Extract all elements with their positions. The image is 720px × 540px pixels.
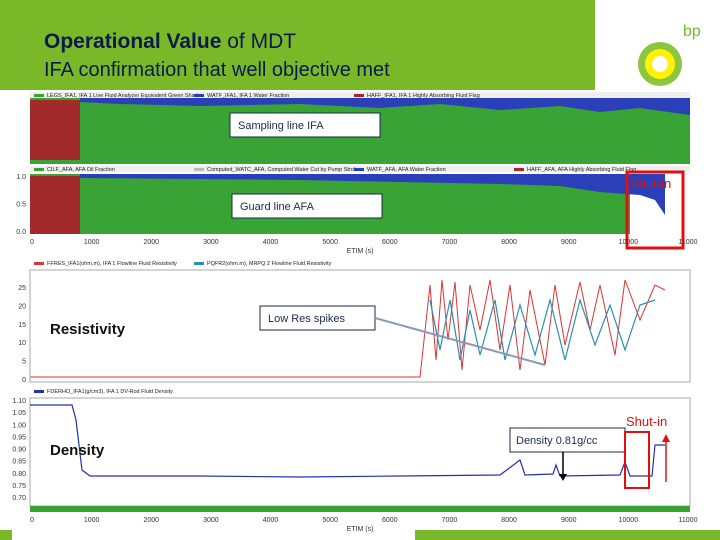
plot-fill: [30, 506, 690, 512]
y-tick-label: 10: [18, 340, 26, 347]
y-tick-label: 0.75: [12, 483, 26, 490]
y-tick-label: 0: [22, 377, 26, 384]
plot-fill: [80, 174, 665, 215]
legend-entry: WATF_IFA1, IFA 1 Water Fraction: [207, 93, 289, 99]
legend-swatch: [354, 94, 364, 97]
footer-bar: [415, 530, 720, 540]
legend-swatch: [354, 168, 364, 171]
y-tick-label: 0.70: [12, 495, 26, 502]
x-tick-label: 11000: [679, 239, 698, 246]
panel-label: Density: [50, 442, 105, 459]
x-tick-label: 4000: [263, 239, 279, 246]
header-bar: [0, 0, 595, 90]
x-tick-label: 6000: [382, 239, 398, 246]
x-tick-label: 0: [30, 239, 34, 246]
x-tick-label: 1000: [84, 239, 100, 246]
y-tick-label: 1.0: [16, 174, 26, 181]
y-tick-label: 0.85: [12, 459, 26, 466]
x-tick-label: 3000: [203, 239, 219, 246]
legend-swatch: [194, 262, 204, 265]
callout-box: [231, 193, 383, 219]
y-tick-label: 1.05: [12, 410, 26, 417]
legend-entry: HAFF_AFA, AFA Highly Absorbing Fluid Fla…: [527, 167, 636, 173]
x-tick-label: 5000: [322, 239, 338, 246]
y-tick-label: 1.10: [12, 398, 26, 405]
shut-in-label: Shut-in: [626, 414, 667, 429]
legend-entry: CILF_AFA, AFA Oil Fraction: [47, 167, 115, 173]
x-tick-label: 2000: [143, 517, 159, 524]
x-tick-label: 4000: [263, 517, 279, 524]
title: Operational Value of MDT: [44, 30, 296, 53]
plot-fill: [30, 100, 80, 160]
legend-swatch: [194, 168, 204, 171]
callout-box: [229, 112, 381, 138]
callout: Low Res spikes: [268, 313, 346, 325]
highlight-box: [624, 431, 650, 489]
legend-entry: PQFR2(ohm.m), MRPQ 2 Flowline Fluid Resi…: [207, 261, 332, 267]
x-tick-label: 10000: [619, 239, 639, 246]
x-axis-label: ETIM (s): [347, 248, 374, 255]
legend-entry: HAFF_IFA1, IFA 1 Highly Absorbing Fluid …: [367, 93, 480, 99]
y-tick-label: 0.80: [12, 471, 26, 478]
x-tick-label: 8000: [501, 239, 517, 246]
logo: bp: [638, 23, 701, 86]
arrow-head: [559, 474, 567, 481]
plot-fill: [80, 98, 690, 115]
legend-entry: LEGS_IFA1, IFA 1 Live Fluid Analyzer Equ…: [47, 93, 201, 99]
plot-line: [30, 404, 665, 478]
y-tick-label: 0.5: [16, 202, 26, 209]
legend-swatch: [34, 262, 44, 265]
legend-swatch: [34, 168, 44, 171]
x-axis-label: ETIM (s): [347, 526, 374, 533]
y-tick-label: 5: [22, 359, 26, 366]
callout: Guard line AFA: [240, 201, 315, 213]
panel-label: Resistivity: [50, 321, 126, 338]
x-tick-label: 9000: [561, 239, 577, 246]
x-tick-label: 10000: [619, 517, 639, 524]
x-tick-label: 7000: [442, 239, 458, 246]
arrow: [374, 317, 546, 366]
shut-in-label: Shut-in: [630, 176, 671, 191]
arrow-head: [662, 434, 670, 442]
x-tick-label: 6000: [382, 517, 398, 524]
legend-swatch: [194, 94, 204, 97]
plot-fill: [30, 176, 80, 234]
y-tick-label: 15: [18, 322, 26, 329]
legend-entry: FFRES_IFA1(ohm.m), IFA 1 Flowline Fluid …: [47, 261, 177, 267]
footer-bar: [0, 530, 12, 540]
x-tick-label: 8000: [501, 517, 517, 524]
legend-swatch: [34, 94, 44, 97]
x-tick-label: 2000: [143, 239, 159, 246]
y-tick-label: 25: [18, 285, 26, 292]
x-tick-label: 9000: [561, 517, 577, 524]
y-tick-label: 0.90: [12, 447, 26, 454]
legend-entry: Computed_WATC_AFA, Computed Water Cut by…: [207, 167, 363, 173]
x-tick-label: 1000: [84, 517, 100, 524]
callout: Density 0.81g/cc: [516, 435, 598, 447]
callout: Sampling line IFA: [238, 120, 324, 132]
callout-box: [259, 305, 376, 331]
x-tick-label: 5000: [322, 517, 338, 524]
y-tick-label: 0.95: [12, 434, 26, 441]
legend-entry: WATF_AFA, AFA Water Fraction: [367, 167, 446, 173]
x-tick-label: 3000: [203, 517, 219, 524]
y-tick-label: 1.00: [12, 422, 26, 429]
legend-entry: FDERHO_IFA1(g/cm3), IFA 1 DV-Rod Fluid D…: [47, 389, 173, 395]
plot-line: [30, 279, 666, 378]
legend-swatch: [514, 168, 524, 171]
logo-text: bp: [683, 23, 701, 40]
x-tick-label: 7000: [442, 517, 458, 524]
x-tick-label: 0: [30, 517, 34, 524]
highlight-box: [625, 170, 685, 250]
y-tick-label: 0.0: [16, 229, 26, 236]
legend-swatch: [34, 390, 44, 393]
plot-line: [429, 297, 656, 361]
subtitle: IFA confirmation that well objective met: [44, 59, 390, 81]
x-tick-label: 11000: [679, 517, 698, 524]
y-tick-label: 20: [18, 303, 26, 310]
